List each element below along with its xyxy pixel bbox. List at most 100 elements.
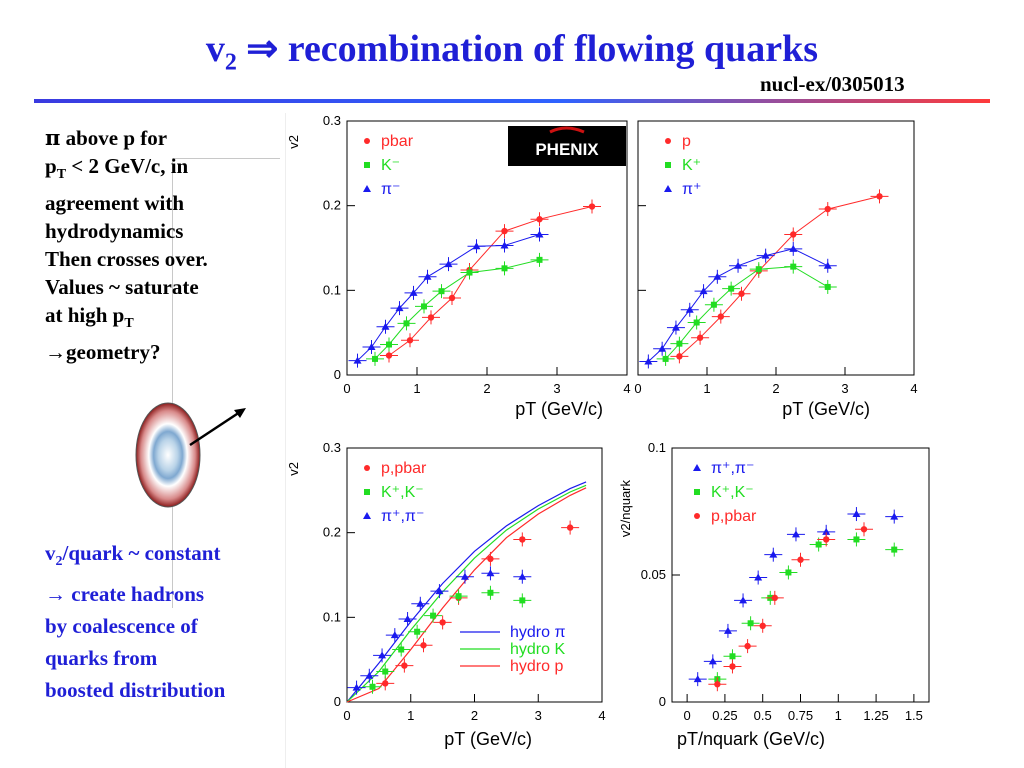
hydro-line [346, 481, 587, 703]
data-point [535, 230, 544, 238]
y-tick-label: 0.3 [323, 440, 341, 455]
x-tick-label: 0 [343, 708, 350, 723]
legend-label: π⁺,π⁻ [711, 460, 754, 477]
data-point [797, 556, 804, 563]
x-tick-label: 1.25 [863, 708, 888, 723]
data-point [390, 631, 399, 639]
legend-marker [694, 489, 700, 495]
note-line: hydrodynamics [45, 219, 184, 244]
x-tick-label: 1 [835, 708, 842, 723]
series-guide-line [374, 259, 540, 360]
data-point [439, 619, 446, 626]
legend-label: pbar [381, 133, 414, 150]
y-tick-label: 0 [659, 694, 666, 709]
legend-marker [364, 489, 370, 495]
data-point [714, 681, 721, 688]
x-axis-label: pT (GeV/c) [444, 729, 532, 749]
note-line: Then crosses over. [45, 247, 208, 272]
data-point [771, 594, 778, 602]
x-tick-label: 1 [407, 708, 414, 723]
x-tick-label: 3 [535, 708, 542, 723]
notes-bottom: v2/quark ~ constant → create hadrons by … [45, 537, 295, 706]
series-guide-line [357, 234, 540, 361]
note-line: Values ~ saturate [45, 275, 199, 300]
legend-marker [363, 185, 371, 192]
x-tick-label: 4 [623, 381, 630, 396]
figure-background [285, 113, 958, 768]
y-axis-label: v2 [286, 135, 301, 149]
note-line: π above p for [45, 125, 168, 150]
data-point [791, 530, 800, 538]
y-tick-label: 0.05 [641, 567, 666, 582]
hydro-line [346, 487, 587, 703]
legend-label: π⁻ [381, 181, 400, 198]
data-point [729, 653, 736, 660]
data-point [744, 642, 751, 650]
series-guide-line [679, 195, 880, 357]
data-point [662, 355, 669, 362]
x-tick-label: 3 [841, 381, 848, 396]
notes-top: π above p for pT < 2 GeV/c, in agreement… [45, 124, 285, 366]
data-point [420, 642, 427, 649]
data-point [403, 615, 412, 623]
data-point [876, 193, 883, 200]
hydro-legend-label: hydro p [510, 658, 563, 675]
phenix-logo [508, 126, 626, 166]
legend-marker [665, 162, 671, 168]
legend-marker [363, 512, 371, 519]
data-point [369, 683, 376, 690]
flow-arrow-head-icon [234, 408, 246, 418]
data-point [860, 526, 868, 533]
data-point [723, 626, 732, 634]
data-point [460, 572, 469, 580]
x-tick-label: 0.75 [788, 708, 813, 723]
legend-label: π⁺ [682, 181, 701, 198]
x-tick-label: 4 [598, 708, 605, 723]
data-point [382, 668, 389, 675]
note-line: quarks from [45, 646, 158, 671]
legend-marker [364, 162, 370, 168]
flow-arrow-line [189, 408, 244, 447]
note-line: v2/quark ~ constant [45, 541, 221, 570]
phenix-logo-wing-icon [549, 126, 585, 134]
x-tick-label: 0.25 [712, 708, 737, 723]
hydro-line [346, 484, 587, 703]
legend-label: K⁺ [682, 157, 701, 174]
data-point [891, 546, 898, 553]
series-guide-line [648, 248, 829, 362]
data-point [382, 680, 389, 687]
data-point [487, 555, 494, 563]
legend-label: K⁻ [381, 157, 400, 174]
x-tick-label: 2 [471, 708, 478, 723]
data-point [693, 675, 702, 683]
x-tick-label: 0 [684, 708, 691, 723]
legend-marker [665, 138, 671, 144]
frame-line-horizontal [172, 158, 280, 159]
data-point [739, 596, 748, 604]
data-point [455, 593, 462, 600]
hydro-legend-label: hydro π [510, 624, 566, 641]
x-axis-label: pT (GeV/c) [782, 399, 870, 419]
x-tick-label: 1.5 [905, 708, 923, 723]
data-point [890, 512, 899, 520]
data-point [852, 510, 861, 518]
x-tick-label: 1 [413, 381, 420, 396]
y-axis-label: v2 [286, 462, 301, 476]
legend-label: K⁺,K⁻ [711, 484, 754, 501]
note-line: at high pT [45, 303, 134, 332]
data-point [486, 569, 495, 577]
legend-marker [364, 465, 370, 471]
hydro-legend-label: hydro K [510, 641, 565, 658]
legend-label: p,pbar [381, 460, 427, 477]
data-point [566, 524, 574, 531]
legend-marker [364, 138, 370, 144]
data-point [769, 550, 778, 558]
title-divider [34, 99, 990, 103]
data-point [536, 256, 543, 263]
data-point [372, 355, 378, 362]
data-point [519, 597, 526, 604]
y-tick-label: 0.2 [323, 198, 341, 213]
legend-marker [693, 464, 701, 471]
legend-label: p [682, 133, 691, 150]
